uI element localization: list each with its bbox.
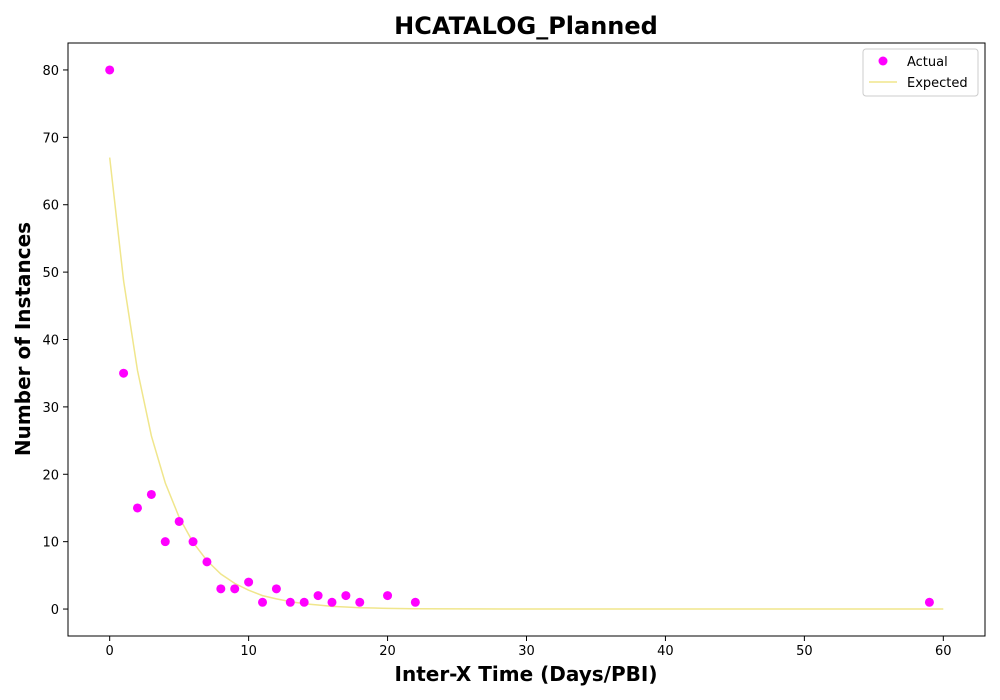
actual-point xyxy=(132,503,142,513)
legend-label: Actual xyxy=(907,55,948,70)
y-tick-label: 20 xyxy=(42,468,59,483)
y-tick-label: 40 xyxy=(42,334,59,349)
actual-point xyxy=(410,597,420,607)
y-tick-label: 60 xyxy=(42,199,59,214)
actual-point xyxy=(355,597,365,607)
actual-point xyxy=(119,368,129,378)
x-tick-label: 10 xyxy=(240,644,257,659)
chart-title: HCATALOG_Planned xyxy=(394,12,658,40)
legend-label: Expected xyxy=(907,76,968,91)
x-tick-label: 50 xyxy=(796,644,813,659)
plot-area: 0 10 20 30 40 50 60 0 10 20 30 40 50 60 70 80 xyxy=(42,42,986,659)
actual-point xyxy=(188,537,198,547)
y-axis-label: Number of Instances xyxy=(11,222,35,456)
actual-point xyxy=(271,584,281,594)
legend-box xyxy=(862,48,979,97)
actual-point xyxy=(258,597,268,607)
actual-point xyxy=(216,584,226,594)
actual-point xyxy=(313,591,323,601)
actual-point xyxy=(105,65,115,75)
x-axis-label: Inter-X Time (Days/PBI) xyxy=(395,662,658,686)
actual-point xyxy=(160,537,170,547)
x-tick-label: 40 xyxy=(657,644,674,659)
actual-point xyxy=(146,489,156,499)
actual-point xyxy=(285,597,295,607)
actual-point xyxy=(244,577,254,587)
y-tick-label: 30 xyxy=(42,401,59,416)
actual-point xyxy=(202,557,212,567)
y-tick-label: 0 xyxy=(51,603,59,618)
x-tick-label: 30 xyxy=(518,644,535,659)
y-tick-label: 70 xyxy=(42,131,59,146)
actual-point xyxy=(383,591,393,601)
plot-frame xyxy=(67,42,986,637)
y-tick-label: 10 xyxy=(42,536,59,551)
x-tick-label: 60 xyxy=(935,644,952,659)
y-tick-label: 80 xyxy=(42,64,59,79)
actual-point xyxy=(341,591,351,601)
actual-point xyxy=(924,597,934,607)
legend: Actual Expected xyxy=(862,48,979,97)
actual-point xyxy=(299,597,309,607)
x-tick-label: 0 xyxy=(106,644,114,659)
x-tick-label: 20 xyxy=(379,644,396,659)
actual-point xyxy=(230,584,240,594)
actual-point xyxy=(327,597,337,607)
actual-point xyxy=(174,516,184,526)
expected-line xyxy=(108,157,944,610)
legend-marker-actual xyxy=(878,56,888,66)
y-tick-label: 50 xyxy=(42,266,59,281)
